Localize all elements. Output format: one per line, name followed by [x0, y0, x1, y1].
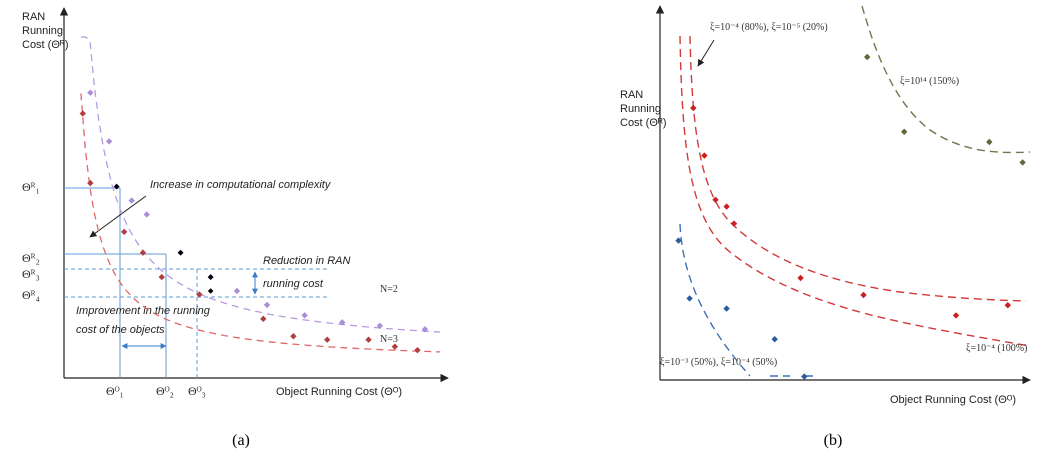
panel-a-annotation-obj-2: cost of the objects	[76, 324, 165, 336]
panel-a-marker-1	[177, 249, 184, 256]
panel-b-curve-red-inner	[689, 35, 1027, 302]
panel-b-curve-green	[861, 5, 1031, 154]
panel-b-point-0-7	[952, 312, 960, 319]
panel-a-guides	[64, 187, 330, 378]
panel-a-point-0-7	[233, 287, 241, 295]
panel-b-curve-red-outer	[679, 35, 1031, 347]
panel-b-xlabel: Object Running Cost (Θᴼ)	[890, 394, 1016, 406]
panel-a: RAN Running Cost (Θᴿ) Object Running Cos…	[22, 7, 449, 449]
panel-b-point-0-4	[730, 220, 738, 227]
panel-a-point-0-3	[128, 197, 135, 204]
panel-a-xtick-2: Θᴼ₂	[156, 384, 174, 398]
panel-a-point-0-11	[376, 322, 384, 329]
panel-b-point-3-3	[1019, 159, 1026, 166]
panel-a-ytick-1: Θᴿ₁	[22, 180, 40, 194]
panel-a-marker-2	[207, 274, 214, 280]
panel-b-point-0-2	[712, 196, 719, 203]
panel-a-annotation-ran-1: Reduction in RAN	[263, 255, 350, 267]
panel-a-complexity-arrow	[89, 195, 147, 238]
panel-a-point-0-12	[421, 326, 429, 333]
panel-b-point-3-2	[986, 138, 993, 146]
panel-b-ylabel: RAN Running Cost (Θᴿ)	[620, 89, 667, 129]
panel-b-point-2-1	[686, 295, 693, 302]
panel-b-annotation-top-right: ξ=10¹⁴ (150%)	[900, 76, 959, 87]
panel-a-point-1-2	[120, 228, 128, 236]
panel-a-marker-3	[207, 288, 214, 294]
panel-b-point-0-8	[1004, 302, 1011, 309]
panel-a-point-1-5	[196, 291, 203, 298]
panel-a-ytick-4: Θᴿ₄	[22, 288, 40, 302]
panel-b-point-3-0	[864, 53, 871, 61]
panel-a-points	[79, 89, 429, 354]
panel-a-caption: (a)	[232, 432, 250, 449]
panel-a-point-1-11	[414, 346, 421, 354]
panel-b-point-3-1	[901, 128, 908, 135]
panel-a-annotation-obj-1: Improvement in the running	[76, 305, 211, 317]
panel-a-point-1-7	[290, 333, 297, 340]
panel-a-point-1-3	[139, 249, 147, 256]
panel-a-annotation-complexity: Increase in computational complexity	[150, 179, 332, 191]
panel-b-point-0-3	[723, 203, 730, 210]
panel-a-curve-n3	[80, 93, 441, 353]
panel-b: RAN Running Cost (Θᴿ) Object Running Cos…	[620, 5, 1031, 449]
panel-b-points	[675, 53, 1026, 380]
panel-b-point-0-5	[797, 274, 804, 282]
panel-b-point-0-1	[701, 152, 708, 159]
panel-b-point-2-4	[801, 373, 808, 380]
panel-a-xtick-1: Θᴼ₁	[106, 384, 124, 398]
panel-b-curve-blue	[679, 223, 818, 377]
panel-a-point-0-4	[143, 211, 150, 218]
panel-a-xlabel: Object Running Cost (Θᴼ)	[276, 386, 402, 398]
panel-b-annotation-bottom-right: ξ=10⁻⁴ (100%)	[966, 343, 1027, 354]
panel-b-point-2-0	[675, 237, 682, 244]
panel-b-annotation-arrow	[697, 39, 715, 67]
panel-a-point-1-8	[324, 336, 331, 343]
panel-b-point-0-6	[860, 291, 867, 299]
panel-a-marker-0	[113, 183, 120, 190]
panel-a-point-0-1	[105, 138, 113, 145]
panel-a-point-1-6	[260, 315, 267, 323]
panel-a-point-1-4	[158, 273, 165, 281]
panel-b-annotation-bottom-left: ξ=10⁻³ (50%), ξ=10⁻⁴ (50%)	[660, 357, 777, 368]
panel-a-point-1-1	[87, 179, 94, 187]
panel-a-ytick-3: Θᴿ₃	[22, 267, 40, 281]
panel-a-point-1-0	[79, 110, 86, 117]
panel-a-xtick-3: Θᴼ₃	[188, 384, 206, 398]
panel-b-curves	[679, 5, 1031, 377]
panel-b-annotation-top-left: ξ=10⁻⁴ (80%), ξ=10⁻⁵ (20%)	[710, 22, 828, 33]
panel-a-point-1-9	[365, 336, 372, 343]
panel-a-point-0-10	[339, 319, 346, 326]
panel-a-ylabel: RAN Running Cost (Θᴿ)	[22, 11, 69, 51]
panel-b-point-0-0	[690, 104, 697, 112]
panel-a-series-label-n3: N=3	[380, 334, 398, 345]
panel-a-point-0-9	[301, 312, 308, 319]
panel-a-annotation-ran-2: running cost	[263, 278, 324, 290]
panel-a-point-0-8	[263, 301, 271, 309]
panel-a-point-0-0	[87, 89, 94, 96]
panel-a-point-1-10	[391, 343, 399, 350]
panel-a-ytick-2: Θᴿ₂	[22, 251, 40, 265]
panel-b-point-2-3	[771, 336, 778, 343]
panel-b-point-2-2	[723, 305, 730, 312]
panel-a-series-label-n2: N=2	[380, 284, 398, 295]
panel-b-caption: (b)	[824, 432, 843, 449]
